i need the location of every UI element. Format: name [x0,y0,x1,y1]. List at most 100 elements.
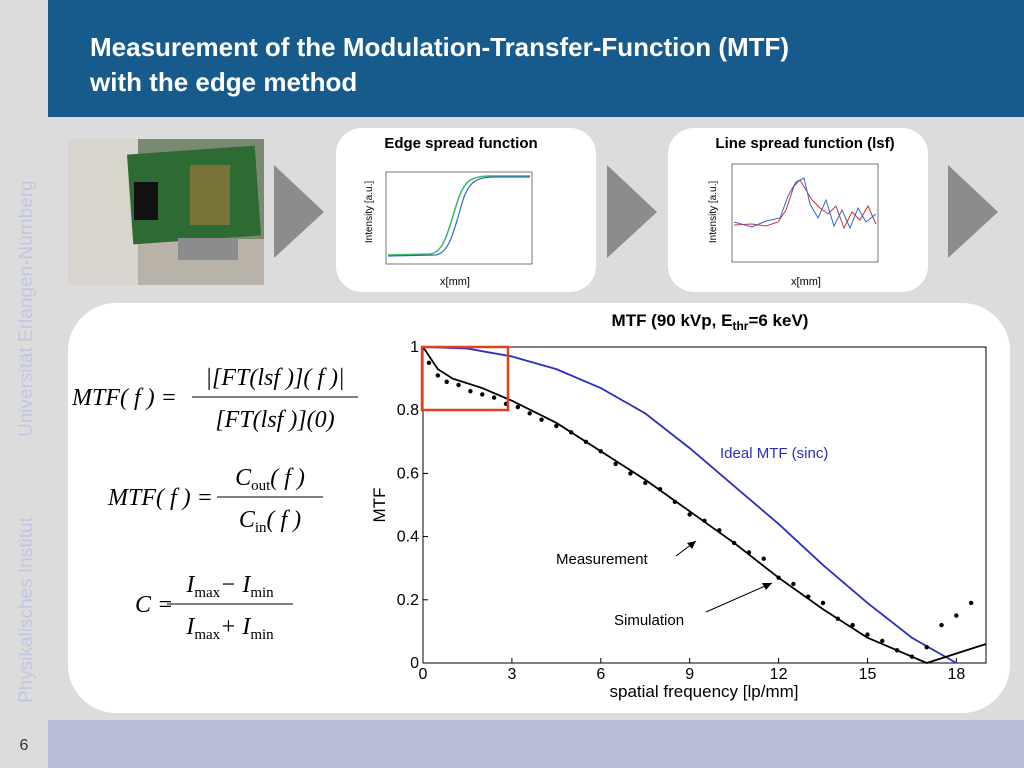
panel-xlabel: x[mm] [791,276,821,288]
subscript: out [251,478,271,494]
data-point [480,392,485,397]
data-point [613,461,618,467]
title-line: with the edge method [89,67,357,97]
data-point [468,389,473,394]
x-tick-label: 15 [859,666,877,683]
x-tick-label: 0 [419,666,428,683]
page-number: 6 [20,737,29,754]
x-tick-label: 6 [596,666,605,683]
x-tick-label: 18 [947,666,965,683]
footer-corner [0,720,48,768]
subscript: min [250,585,274,601]
panel-ylabel: Intensity [a.u.] [708,181,719,243]
title-line: Measurement of the Modulation-Transfer-F… [90,32,789,62]
data-point [491,395,497,400]
data-point [924,645,929,650]
data-point [954,613,959,618]
data-point [791,581,796,587]
y-tick-label: 0.8 [397,402,419,419]
subscript: in [255,520,267,536]
chart-title-sub: thr [732,319,748,333]
data-point [515,404,521,410]
data-point [426,360,432,365]
formula-text: C [239,507,256,533]
formula-part: Cout( f ) [235,465,305,494]
esf-panel: Edge spread function Intensity [a.u.] x[… [336,128,596,292]
y-axis-label: MTF [370,488,389,523]
panel-xlabel: x[mm] [440,276,470,288]
lsf-panel: Line spread function (lsf) Intensity [a.… [668,128,928,292]
university: Universität Erlangen-Nürnberg [16,180,37,437]
subscript: max [194,585,220,601]
data-point [939,622,944,628]
formula-text: |[FT(lsf )]( f )| [205,365,344,391]
subscript: max [194,627,220,643]
mtf-chart: MTF (90 kVp, Ethr=6 keV) spatial frequen… [370,311,987,701]
data-point [968,600,974,606]
chart-title: MTF (90 kVp, Ethr=6 keV) [612,311,809,333]
annotation: Simulation [614,612,684,629]
data-point [643,480,648,486]
detector-photo [68,139,264,285]
formula-part: |[FT(lsf )]( f )| [205,365,344,391]
annotation-arrow-head [762,583,772,590]
data-line [422,346,987,664]
footer-bar [0,720,1024,768]
formula-lhs: C = [135,592,173,618]
arrow [948,165,998,258]
x-tick-label: 12 [770,666,788,683]
annotation-arrow [705,582,773,613]
formula-text: ( f ) [267,507,302,533]
main-panel [68,303,1010,713]
y-tick-label: 0.6 [397,465,419,482]
formula-text: I [185,614,195,640]
header-bar [48,0,1024,117]
data-point [527,411,532,416]
y-tick-label: 0 [410,655,419,672]
formula-text: C [235,465,252,491]
subscript: min [250,627,274,643]
formula-text: [FT(lsf )](0) [215,407,334,433]
panel-ylabel: Intensity [a.u.] [364,181,375,243]
formula-lhs: MTF( f ) = [71,385,177,411]
plot-frame [422,346,987,664]
arrow [607,165,657,258]
highlight-box [420,345,510,412]
data-point [761,556,766,561]
formula-part: Cin( f ) [239,507,301,536]
formula-text: + I [220,614,251,640]
data-point [628,471,633,476]
data-point [687,512,692,517]
arrow [274,165,324,258]
formula-text: ( f ) [270,465,305,491]
formula-part: Imax− Imin [185,572,274,601]
chart-title-suffix: =6 keV) [748,311,808,330]
x-axis-label: spatial frequency [lp/mm] [610,682,799,701]
data-line [422,346,957,664]
data-point [554,423,559,429]
y-tick-label: 1 [410,339,419,356]
formula-part: Imax+ Imin [185,614,274,643]
data-point [435,373,441,378]
data-point [880,638,885,644]
y-tick-label: 0.2 [397,592,419,609]
formula-text: I [185,572,195,598]
data-point [850,622,855,628]
annotation-arrow-head [687,541,696,549]
annotation: Measurement [556,551,649,568]
panel-title: Edge spread function [384,135,537,152]
x-tick-label: 9 [685,666,694,683]
x-tick-label: 3 [507,666,516,683]
panel-title: Line spread function (lsf) [715,135,894,152]
formula-part: [FT(lsf )](0) [215,407,334,433]
data-point [865,632,870,637]
data-point [456,382,461,388]
formulas: MTF( f ) = |[FT(lsf )]( f )| [FT(lsf )](0)… [71,365,358,643]
y-tick-label: 0.4 [397,529,419,546]
institute: Physikalisches Institut [16,516,37,703]
annotation: Ideal MTF (sinc) [720,445,828,462]
data-point [539,417,544,422]
data-point [444,379,449,384]
